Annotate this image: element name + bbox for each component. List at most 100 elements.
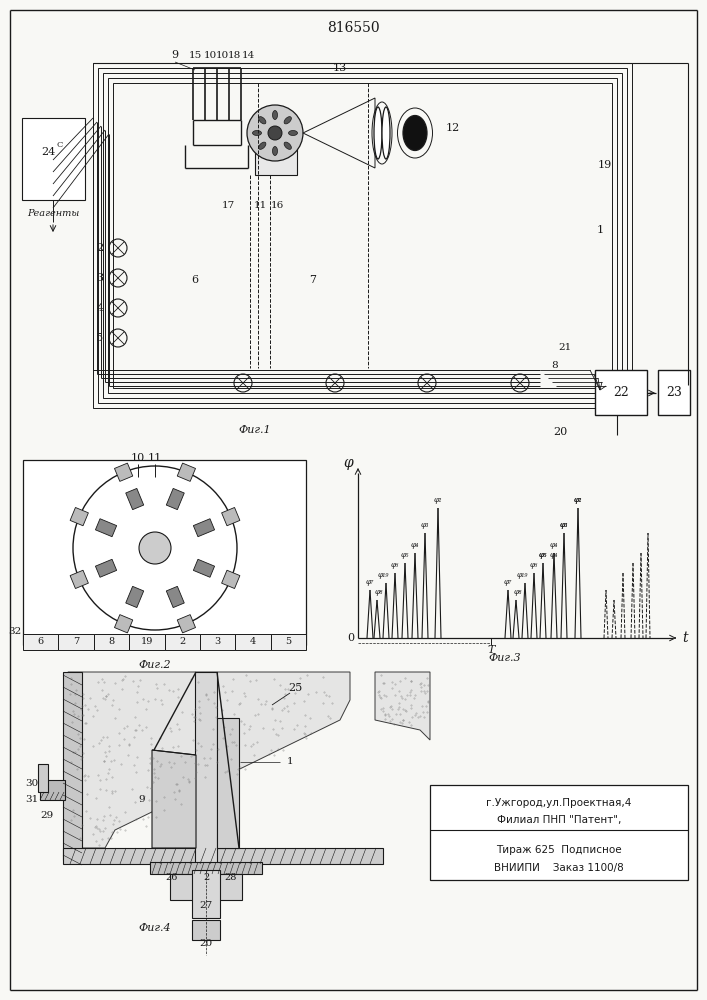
Text: φ₅: φ₅	[539, 551, 547, 559]
Text: φ₇: φ₇	[504, 578, 512, 586]
Text: 1: 1	[597, 225, 604, 235]
Text: 7: 7	[73, 638, 79, 647]
Text: 5: 5	[96, 333, 103, 343]
Text: C: C	[57, 141, 63, 149]
Text: Филиал ПНП "Патент",: Филиал ПНП "Патент",	[497, 815, 621, 825]
Bar	[192, 920, 220, 940]
Text: 27: 27	[199, 900, 213, 910]
Text: φ₂: φ₂	[574, 496, 582, 504]
Circle shape	[247, 105, 303, 161]
Bar	[103, 73, 622, 398]
Bar	[94, 634, 129, 650]
Text: Фиг.1: Фиг.1	[239, 425, 271, 435]
Bar	[115, 615, 133, 633]
Bar	[166, 488, 185, 510]
Bar	[195, 672, 217, 870]
Text: 19: 19	[598, 160, 612, 170]
Ellipse shape	[284, 142, 291, 149]
Bar	[22, 118, 85, 200]
Polygon shape	[375, 672, 430, 740]
Text: φ₂: φ₂	[434, 496, 442, 504]
Text: 20: 20	[199, 938, 213, 948]
Text: φ₃: φ₃	[560, 521, 568, 529]
Text: Фиг.3: Фиг.3	[489, 653, 521, 663]
Circle shape	[139, 532, 171, 564]
Text: 816550: 816550	[327, 21, 380, 35]
Bar	[166, 586, 185, 608]
Bar	[221, 507, 240, 526]
Text: φ₄: φ₄	[550, 541, 559, 549]
Ellipse shape	[272, 146, 278, 155]
Text: 28: 28	[225, 874, 237, 882]
Bar	[63, 672, 82, 860]
Ellipse shape	[259, 117, 266, 124]
Text: 3: 3	[214, 638, 221, 647]
Text: φ₅: φ₅	[539, 551, 547, 559]
Polygon shape	[68, 672, 350, 848]
Text: T: T	[487, 645, 495, 655]
Text: φ₈: φ₈	[375, 588, 383, 596]
Bar	[23, 460, 306, 645]
Text: φ₆: φ₆	[530, 561, 538, 569]
Text: 12: 12	[446, 123, 460, 133]
Bar	[113, 83, 612, 388]
Bar	[115, 463, 133, 481]
Text: г.Ужгород,ул.Проектная,4: г.Ужгород,ул.Проектная,4	[486, 798, 631, 808]
Text: 30: 30	[25, 778, 39, 788]
Bar	[165, 634, 200, 650]
Text: Тираж 625  Подписное: Тираж 625 Подписное	[496, 845, 622, 855]
Ellipse shape	[284, 117, 291, 124]
Text: φ₄: φ₄	[550, 551, 559, 559]
Bar	[170, 874, 242, 900]
Bar	[63, 848, 383, 864]
Text: 11: 11	[253, 200, 267, 210]
Ellipse shape	[382, 107, 390, 159]
Text: 10: 10	[131, 453, 145, 463]
Text: 13: 13	[333, 63, 347, 73]
Bar	[193, 559, 215, 577]
Ellipse shape	[252, 130, 262, 135]
Bar	[255, 120, 297, 175]
Bar	[430, 785, 688, 880]
Text: 7: 7	[310, 275, 317, 285]
Bar	[126, 488, 144, 510]
Text: 29: 29	[40, 810, 54, 820]
Text: 21: 21	[559, 344, 572, 353]
Text: 17: 17	[221, 200, 235, 210]
Bar	[40, 780, 65, 800]
Bar	[177, 615, 196, 633]
Text: φ₆: φ₆	[391, 561, 399, 569]
Bar	[193, 519, 215, 537]
Bar	[98, 68, 627, 403]
Bar	[217, 718, 239, 848]
Text: 14: 14	[241, 50, 255, 60]
Bar	[200, 634, 235, 650]
Text: 26: 26	[166, 874, 178, 882]
Text: 6: 6	[37, 638, 44, 647]
Ellipse shape	[374, 107, 382, 159]
Bar	[95, 519, 117, 537]
Text: 25: 25	[288, 683, 302, 693]
Text: φ₇: φ₇	[366, 578, 374, 586]
Bar	[271, 634, 306, 650]
Text: Фиг.4: Фиг.4	[139, 923, 171, 933]
Text: φ₂: φ₂	[574, 496, 582, 504]
Bar	[108, 78, 617, 393]
Text: 22: 22	[613, 386, 629, 399]
Text: Реагенты: Реагенты	[27, 209, 79, 218]
Circle shape	[73, 466, 237, 630]
Bar	[126, 586, 144, 608]
Bar	[93, 63, 632, 408]
Bar	[150, 862, 262, 874]
Text: φ₁₉: φ₁₉	[516, 571, 527, 579]
Text: 23: 23	[666, 386, 682, 399]
Text: 11: 11	[148, 453, 162, 463]
Text: φ₅: φ₅	[401, 551, 409, 559]
Text: 19: 19	[141, 638, 153, 647]
Text: 2: 2	[179, 638, 185, 647]
Text: 10: 10	[204, 50, 216, 60]
Text: 10: 10	[216, 50, 228, 60]
Text: ВНИИПИ    Заказ 1100/8: ВНИИПИ Заказ 1100/8	[494, 863, 624, 873]
Bar	[235, 634, 271, 650]
Text: 8: 8	[551, 360, 559, 369]
